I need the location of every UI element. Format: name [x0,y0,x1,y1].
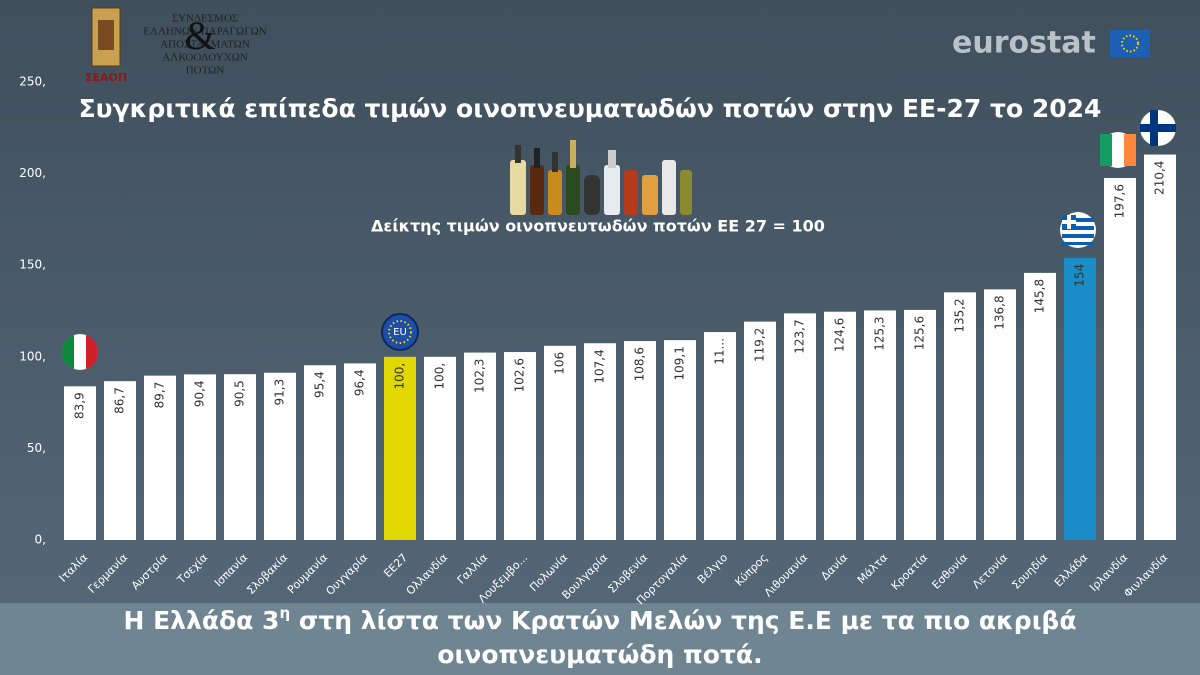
value-label: 145,8 [1033,279,1047,313]
bar [784,313,816,540]
value-label: 83,9 [73,392,87,419]
bar [904,309,936,540]
bar [1104,177,1136,540]
value-label: 11... [713,338,727,365]
value-label: 86,7 [113,387,127,414]
bar [104,381,136,540]
logo-text: ΑΛΚΟΟΛΟΥΧΩΝ [162,52,247,64]
bar [384,356,416,540]
y-tick-label: 200, [19,166,46,180]
bar [944,292,976,540]
footer-text: Η Ελλάδα 3 [123,606,279,635]
y-tick-label: 0, [35,533,46,547]
logo-text: ΣΥΝΔΕΣΜΟΣ [172,13,239,25]
flag-italy [61,334,99,370]
value-label: 197,6 [1113,184,1127,218]
y-tick-label: 250, [19,75,46,89]
footer-line: Η Ελλάδα 3η στη λίστα των Κρατών Μελών τ… [123,604,1076,636]
y-tick-label: 50, [27,441,46,455]
eu-badge: EU [393,327,407,338]
bar [984,289,1016,540]
bar [464,352,496,540]
footer-band [0,603,1200,675]
value-label: 125,3 [873,316,887,350]
eu-flag [1110,30,1150,57]
value-label: 90,5 [233,380,247,407]
value-label: 91,3 [273,379,287,406]
value-label: 106 [553,352,567,375]
value-label: 124,6 [833,318,847,352]
value-label: 102,3 [473,359,487,393]
value-label: 119,2 [753,328,767,362]
y-tick-label: 150, [19,258,46,272]
value-label: 107,4 [593,349,607,383]
value-label: 123,7 [793,319,807,353]
bar [664,340,696,540]
value-label: 95,4 [313,371,327,398]
bar [504,352,536,540]
bar [1064,257,1096,540]
flag-eu: EU [381,313,419,351]
footer-text: στη λίστα των Κρατών Μελών της Ε.Ε με τα… [290,606,1076,635]
bar [584,343,616,540]
bar [624,341,656,540]
bar [1024,272,1056,540]
value-label: 102,6 [513,358,527,392]
flag-ireland [1100,132,1136,168]
bar [224,374,256,540]
flag-finland [1140,110,1176,146]
bar [344,363,376,540]
bar [864,310,896,540]
value-label: 108,6 [633,347,647,381]
bottles [510,140,692,215]
bar [144,375,176,540]
value-label: 89,7 [153,382,167,409]
bar [824,311,856,540]
value-label: 210,4 [1153,161,1167,195]
flags: EU [61,110,1176,370]
value-label: 100, [393,363,407,390]
value-label: 100, [433,363,447,390]
value-label: 109,1 [673,346,687,380]
bar [424,356,456,540]
bar [544,345,576,540]
logo-ampersand: & [184,13,215,58]
bar [744,321,776,540]
eu-stars [1121,34,1139,53]
bar [1144,154,1176,541]
bar [704,332,736,540]
flag-greece [1060,212,1096,248]
logo-text: ΕΛΛΗΝΩΝ ΠΑΡΑΓΩΓΩΝ [143,26,266,38]
bar [64,386,96,540]
value-label: 96,4 [353,369,367,396]
footer-line: οινοπνευματώδη ποτά. [437,640,762,669]
chart-title: Συγκριτικά επίπεδα τιμών οινοπνευματωδών… [79,94,1102,123]
logo: ΣΥΝΔΕΣΜΟΣ ΕΛΛΗΝΩΝ ΠΑΡΑΓΩΓΩΝ ΑΠΟΣΤΑΓΜΑΤΩΝ… [85,7,267,84]
logo-acronym: ΣΕΑΟΠ [85,71,127,84]
value-label: 125,6 [913,316,927,350]
value-label: 135,2 [953,298,967,332]
logo-text: ΠΟΤΩΝ [186,65,225,77]
bar [264,372,296,540]
footer-sup: η [279,604,290,622]
value-label: 136,8 [993,295,1007,329]
logo-text: ΑΠΟΣΤΑΓΜΑΤΩΝ [160,39,250,51]
value-label: 154 [1073,264,1087,287]
bar [304,365,336,540]
chart-subtitle: Δείκτης τιμών οινοπνευτωδών ποτών ΕΕ 27 … [371,217,825,236]
y-tick-label: 100, [19,349,46,363]
brand: eurostat [952,26,1096,61]
bar [184,374,216,540]
value-label: 90,4 [193,380,207,407]
